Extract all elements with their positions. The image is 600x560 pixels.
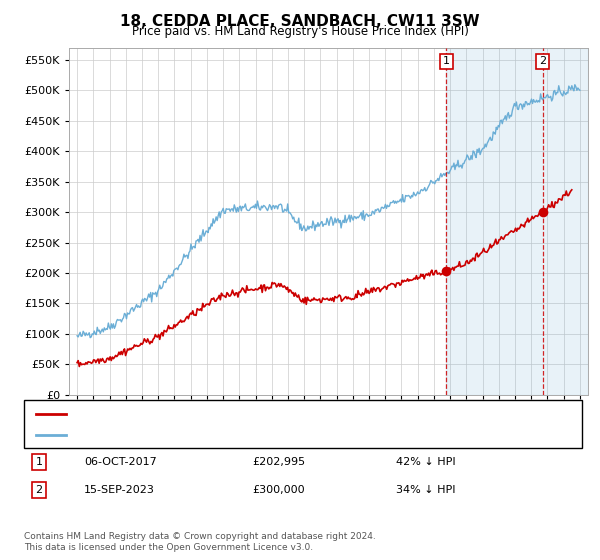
Text: 42% ↓ HPI: 42% ↓ HPI: [396, 457, 455, 467]
Text: 18, CEDDA PLACE, SANDBACH, CW11 3SW: 18, CEDDA PLACE, SANDBACH, CW11 3SW: [120, 14, 480, 29]
Text: 2: 2: [35, 485, 43, 495]
Text: 18, CEDDA PLACE, SANDBACH, CW11 3SW (detached house): 18, CEDDA PLACE, SANDBACH, CW11 3SW (det…: [72, 409, 390, 419]
Text: 15-SEP-2023: 15-SEP-2023: [84, 485, 155, 495]
Text: 2: 2: [539, 57, 547, 66]
Bar: [446, 48, 588, 395]
Text: £202,995: £202,995: [252, 457, 305, 467]
Text: 34% ↓ HPI: 34% ↓ HPI: [396, 485, 455, 495]
Text: 1: 1: [35, 457, 43, 467]
Text: £300,000: £300,000: [252, 485, 305, 495]
Text: 06-OCT-2017: 06-OCT-2017: [84, 457, 157, 467]
Text: HPI: Average price, detached house, Cheshire East: HPI: Average price, detached house, Ches…: [72, 430, 337, 440]
Text: Contains HM Land Registry data © Crown copyright and database right 2024.
This d: Contains HM Land Registry data © Crown c…: [24, 532, 376, 552]
Text: 1: 1: [443, 57, 450, 66]
Text: Price paid vs. HM Land Registry's House Price Index (HPI): Price paid vs. HM Land Registry's House …: [131, 25, 469, 38]
